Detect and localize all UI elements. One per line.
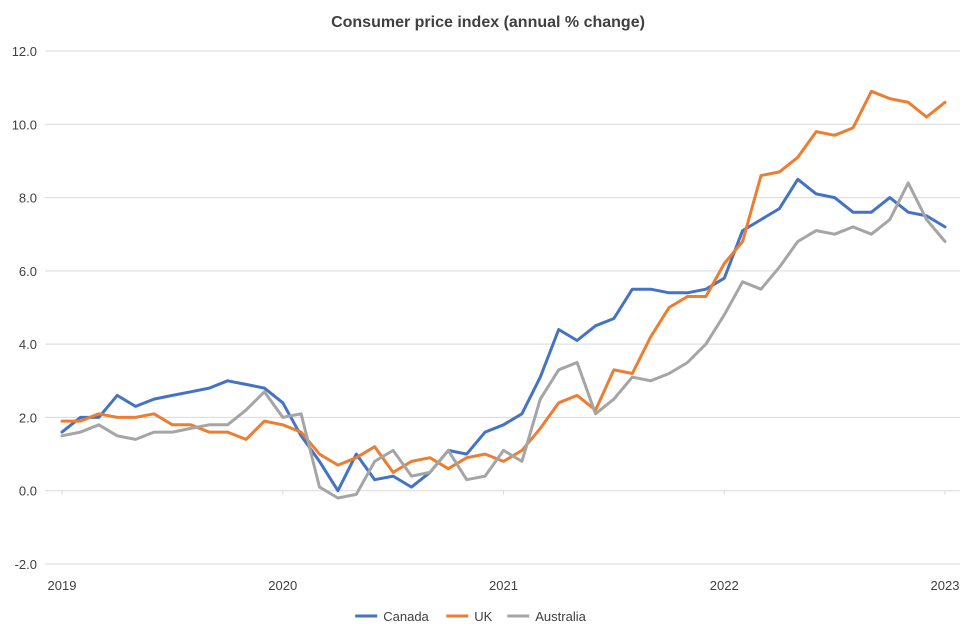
y-tick-label: -2.0 [15,557,37,572]
y-tick-label: 10.0 [12,117,37,132]
legend-item-uk: UK [446,609,493,624]
legend-label: Australia [535,609,586,624]
legend-item-australia: Australia [507,609,587,624]
y-tick-label: 0.0 [19,484,37,499]
legend-label: UK [474,609,492,624]
legend-item-canada: Canada [355,609,430,624]
series-line-canada [60,177,947,493]
x-tick-label: 2023 [931,578,960,593]
gridlines [45,50,960,565]
x-tick-label: 2022 [710,578,739,593]
y-tick-label: 2.0 [19,410,37,425]
y-axis-tick-labels: -2.0 0.0 2.0 4.0 6.0 8.0 10.0 12.0 [12,44,37,572]
y-tick-label: 8.0 [19,191,37,206]
series-line-uk [60,89,947,474]
y-tick-label: 4.0 [19,337,37,352]
legend: Canada UK Australia [355,609,587,624]
x-axis-tick-labels: 2019 2020 2021 2022 2023 [48,490,960,593]
series-line-australia [60,181,947,500]
x-tick-label: 2019 [48,578,77,593]
x-tick-label: 2020 [268,578,297,593]
y-tick-label: 6.0 [19,264,37,279]
chart-title: Consumer price index (annual % change) [331,14,645,31]
x-tick-label: 2021 [489,578,518,593]
series-lines [60,89,947,500]
y-tick-label: 12.0 [12,44,37,59]
legend-label: Canada [383,609,429,624]
